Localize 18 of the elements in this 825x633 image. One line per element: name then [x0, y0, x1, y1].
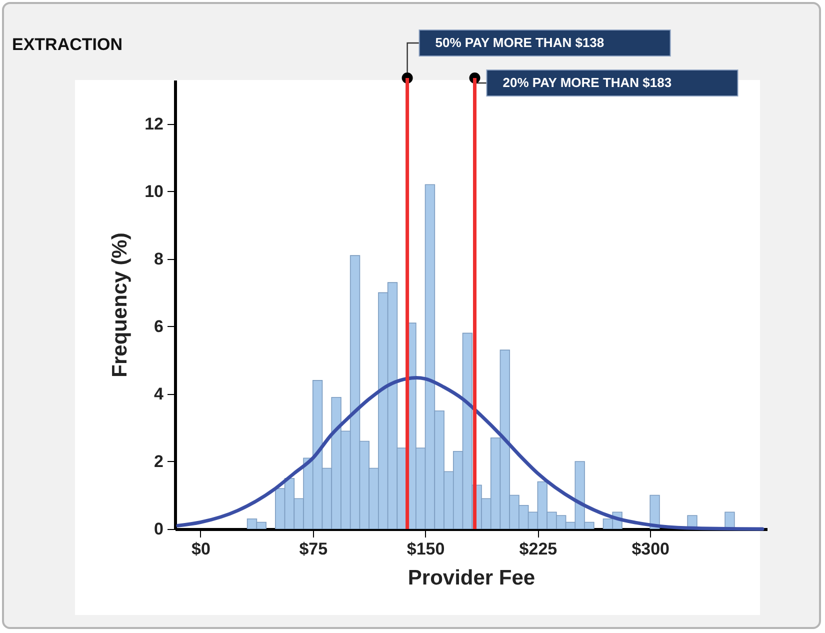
y-tick-label: 0	[154, 520, 164, 538]
ref-line-label: 50% PAY MORE THAN $138	[435, 35, 604, 50]
y-tick-label: 4	[154, 384, 164, 404]
x-tick-label: $0	[192, 540, 210, 558]
x-tick-label: $300	[632, 540, 670, 558]
x-tick-label: $150	[406, 540, 445, 558]
y-tick-label: 6	[154, 316, 164, 336]
y-tick-label: 2	[154, 452, 164, 471]
y-tick-label: 12	[144, 114, 164, 134]
x-tick-label: $225	[519, 540, 558, 558]
x-tick-label: $75	[299, 540, 328, 558]
y-tick-label: 10	[144, 182, 164, 201]
chart-title: EXTRACTION	[12, 35, 122, 54]
x-axis-title: Provider Fee	[408, 566, 536, 590]
y-axis-title: Frequency (%)	[108, 232, 132, 378]
y-tick-label: 8	[154, 249, 164, 268]
ref-line-label: 20% PAY MORE THAN $183	[502, 75, 672, 90]
line-series	[176, 376, 764, 531]
